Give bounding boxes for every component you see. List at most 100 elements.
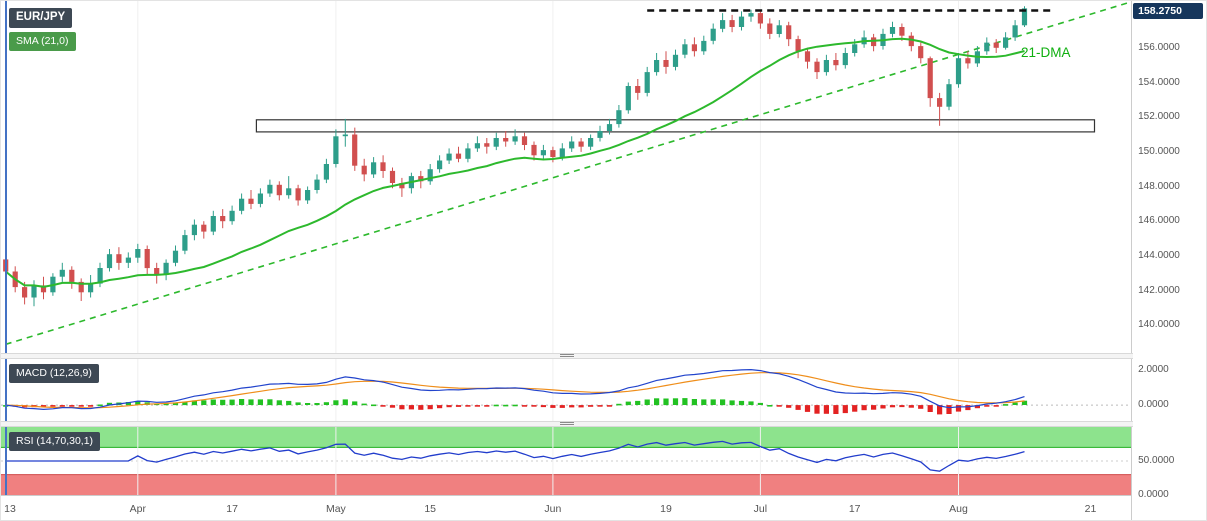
candle	[125, 252, 131, 268]
candle	[682, 39, 688, 59]
candle	[578, 138, 584, 152]
candle	[3, 250, 9, 275]
splitter-grip-icon	[560, 422, 574, 426]
time-axis-label: May	[325, 503, 346, 515]
candle	[182, 229, 188, 255]
candle	[201, 221, 207, 239]
time-axis-label: Apr	[129, 503, 146, 515]
panel-splitter-2[interactable]	[1, 421, 1133, 427]
candle	[352, 127, 358, 171]
splitter-grip-icon	[560, 354, 574, 358]
candle	[644, 66, 650, 97]
candle	[889, 21, 896, 38]
rsi-line	[5, 440, 1025, 472]
candle	[380, 155, 386, 178]
price-axis-label: 142.0000	[1138, 284, 1180, 296]
candle	[786, 21, 792, 47]
ascending-trendline	[5, 1, 1129, 346]
candle	[814, 58, 820, 79]
candle	[512, 129, 518, 145]
rsi-overbought-band	[1, 427, 1133, 448]
candle	[59, 262, 65, 282]
candle	[493, 132, 499, 151]
candle	[239, 193, 245, 215]
candlestick-series	[3, 6, 1028, 307]
time-axis-label: 19	[660, 503, 672, 515]
candle	[314, 174, 320, 194]
candle	[248, 190, 254, 210]
macd-panel: MACD (12,26,9)	[1, 359, 1133, 421]
candle	[871, 33, 877, 52]
candle	[371, 157, 377, 178]
candle	[172, 245, 179, 267]
candle	[31, 280, 37, 307]
price-axis: 158.2750 156.0000 154.0000 152.0000 150.000…	[1131, 1, 1206, 520]
price-panel: EUR/JPY SMA (21,0) 21-DMA	[1, 1, 1133, 353]
time-axis-label: 21	[1084, 503, 1097, 515]
candle	[40, 276, 47, 300]
candle	[937, 92, 943, 126]
candle	[106, 249, 113, 272]
candle	[437, 155, 443, 173]
candle	[616, 105, 622, 128]
candle	[701, 35, 707, 55]
macd-histogram	[3, 398, 1028, 415]
time-axis-label: Jul	[753, 503, 768, 515]
current-price-badge: 158.2750	[1133, 3, 1203, 19]
sma-line	[5, 37, 1025, 288]
candle	[757, 9, 763, 29]
candle	[389, 167, 396, 189]
time-axis-label: 13	[4, 503, 16, 515]
price-axis-label: 0.0000	[1138, 399, 1169, 411]
time-axis: 13 Apr 17 May 15 Jun 19 Jul 17 Aug 21	[1, 495, 1133, 520]
candle	[955, 53, 962, 88]
candle	[833, 53, 839, 71]
price-axis-label: 144.0000	[1138, 249, 1180, 261]
candle	[88, 275, 94, 298]
candle	[720, 13, 726, 33]
candle	[323, 158, 329, 184]
macd-chart-canvas[interactable]	[1, 359, 1133, 421]
candle	[465, 143, 471, 163]
candle	[625, 82, 631, 114]
candle	[691, 37, 697, 57]
candle	[804, 47, 811, 69]
rsi-oversold-band	[1, 474, 1133, 495]
candle	[210, 210, 216, 236]
symbol-badge: EUR/JPY	[9, 8, 73, 28]
candle	[276, 181, 282, 201]
macd-line	[5, 368, 1025, 411]
candle	[455, 146, 462, 163]
candle	[229, 205, 235, 225]
candle	[823, 54, 829, 76]
panel-splitter-1[interactable]	[1, 353, 1133, 359]
candle	[484, 138, 490, 154]
candle	[748, 9, 754, 22]
time-axis-label: 17	[226, 503, 238, 515]
candle	[116, 247, 122, 270]
candle	[738, 11, 745, 31]
candle	[993, 39, 999, 53]
candle	[342, 118, 348, 147]
rsi-chart-canvas[interactable]	[1, 427, 1133, 495]
plots-column: EUR/JPY SMA (21,0) 21-DMA MACD (12,26,9)…	[1, 1, 1133, 520]
candle	[521, 132, 528, 151]
candle	[474, 136, 480, 152]
candle	[399, 177, 405, 197]
time-axis-label: 17	[848, 503, 861, 515]
price-chart-canvas[interactable]	[1, 1, 1133, 353]
time-axis-label: 15	[424, 503, 437, 515]
candle	[946, 79, 952, 111]
rsi-legend-badge: RSI (14,70,30,1)	[9, 432, 101, 451]
price-axis-label: 2.0000	[1138, 363, 1169, 375]
candle	[305, 186, 311, 204]
price-axis-label: 140.0000	[1138, 319, 1180, 331]
price-axis-label: 150.0000	[1138, 145, 1180, 157]
candle	[654, 53, 660, 76]
candle	[927, 56, 933, 107]
price-axis-label: 50.0000	[1138, 455, 1175, 466]
candle	[1003, 32, 1009, 50]
candle	[606, 118, 613, 135]
candle	[908, 32, 914, 52]
price-axis-label: 156.0000	[1138, 41, 1180, 53]
